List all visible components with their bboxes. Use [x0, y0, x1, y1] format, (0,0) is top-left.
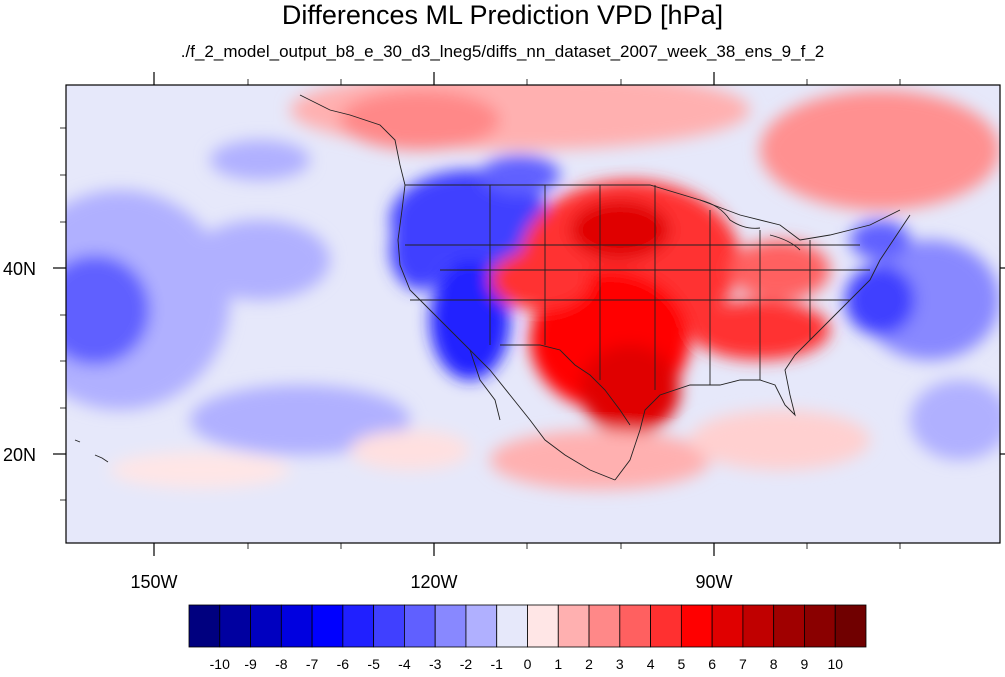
- colorbar-tick-label: -9: [244, 656, 257, 672]
- colorbar: [188, 604, 867, 648]
- chart-subtitle: ./f_2_model_output_b8_e_30_d3_lneg5/diff…: [180, 42, 825, 61]
- colorbar-swatch: [527, 604, 559, 648]
- state-parallels: [405, 244, 870, 301]
- colorbar-tick-label: -6: [337, 656, 350, 672]
- lon-label-90w: 90W: [695, 572, 732, 592]
- colorbar-swatch: [557, 604, 590, 648]
- colorbar-swatch: [404, 604, 436, 648]
- colorbar-tick-label: -2: [460, 656, 473, 672]
- colorbar-tick-label: -5: [367, 656, 380, 672]
- colorbar-swatch: [188, 604, 221, 648]
- colorbar-tick-label: 10: [827, 656, 843, 672]
- colorbar-tick-label: 6: [708, 656, 716, 672]
- colorbar-tick-label: 0: [524, 656, 532, 672]
- colorbar-tick-label: 2: [585, 656, 593, 672]
- lon-label-120w: 120W: [410, 572, 457, 592]
- great-lakes: [699, 199, 801, 251]
- colorbar-swatch: [465, 604, 498, 648]
- colorbar-swatch: [804, 604, 836, 648]
- baja-coast: [469, 349, 501, 421]
- lon-label-150w: 150W: [130, 572, 177, 592]
- canada-coast: [299, 94, 406, 186]
- map-ticks: [53, 72, 1005, 556]
- chart-title: Differences ML Prediction VPD [hPa]: [281, 0, 724, 30]
- colorbar-swatch: [342, 604, 375, 648]
- colorbar-tick-label: -1: [491, 656, 504, 672]
- us-mexico-border: [500, 344, 631, 426]
- colorbar-swatch: [250, 604, 282, 648]
- colorbar-tick-label: -3: [429, 656, 442, 672]
- colorbar-tick-label: -8: [275, 656, 288, 672]
- hawaii: [74, 439, 109, 463]
- lat-label-20n: 20N: [3, 445, 36, 465]
- colorbar-swatch: [742, 604, 775, 648]
- colorbar-swatch: [834, 604, 867, 648]
- colorbar-tick-label: -10: [210, 656, 230, 672]
- colorbar-swatch: [588, 604, 621, 648]
- colorbar-tick-label: 1: [554, 656, 562, 672]
- colorbar-tick-label: 7: [739, 656, 747, 672]
- colorbar-swatch: [280, 604, 313, 648]
- state-meridians: [489, 185, 811, 390]
- colorbar-swatch: [496, 604, 528, 648]
- colorbar-tick-label: 3: [616, 656, 624, 672]
- lat-label-40n: 40N: [3, 259, 36, 279]
- colorbar-tick-label: -4: [398, 656, 411, 672]
- map-field: [66, 85, 1000, 543]
- colorbar-swatch: [711, 604, 744, 648]
- gulf-atlantic-coast: [614, 214, 911, 481]
- colorbar-swatch: [619, 604, 651, 648]
- colorbar-tick-label: -7: [306, 656, 319, 672]
- map-frame: [65, 84, 1001, 544]
- map-minor-ticks: [60, 79, 901, 549]
- colorbar-swatch: [650, 604, 682, 648]
- colorbar-tick-label: 8: [770, 656, 778, 672]
- us-canada-border: [405, 184, 901, 241]
- coastlines: [74, 94, 911, 481]
- colorbar-tick-label: 9: [801, 656, 809, 672]
- colorbar-labels: -10 -9 -8 -7 -6 -5 -4 -3 -2 -1 0 1 2 3 4 5 6 7 8 9 10: [210, 656, 844, 672]
- colorbar-swatch: [311, 604, 344, 648]
- colorbar-swatch: [773, 604, 805, 648]
- colorbar-swatch: [680, 604, 713, 648]
- colorbar-tick-label: 4: [647, 656, 655, 672]
- colorbar-swatch: [219, 604, 251, 648]
- colorbar-swatch: [373, 604, 405, 648]
- colorbar-tick-label: 5: [677, 656, 685, 672]
- colorbar-swatch: [434, 604, 467, 648]
